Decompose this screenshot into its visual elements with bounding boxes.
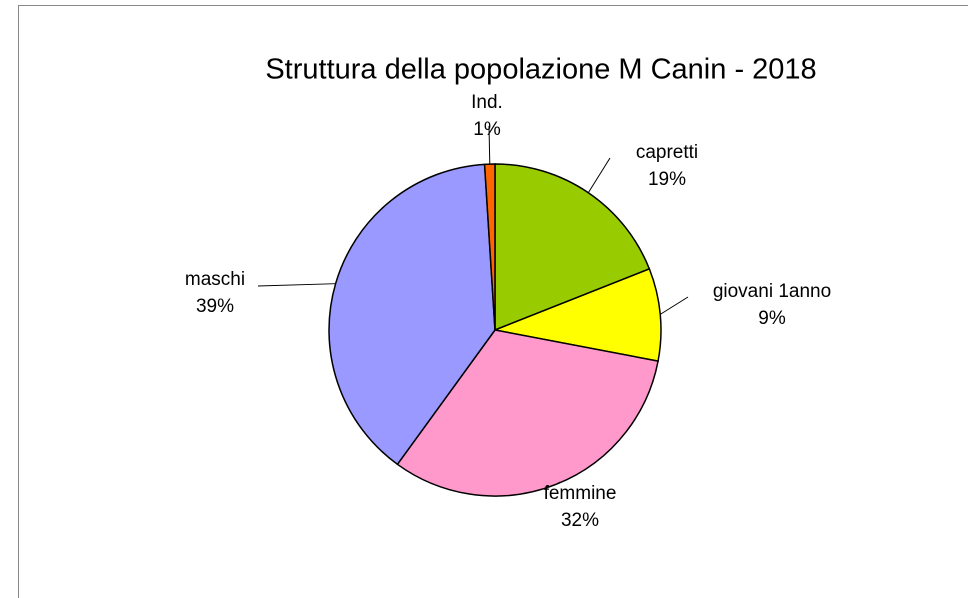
slice-label: femmine [544, 483, 617, 504]
slice-value-label: 19% [648, 169, 686, 190]
slice-label: capretti [636, 142, 698, 163]
slice-value-label: 1% [473, 119, 501, 140]
pie-slice [494, 163, 651, 332]
leader-line [488, 125, 491, 165]
pie-slice [483, 163, 496, 331]
slice-value-label: 32% [561, 510, 599, 531]
chart-title: Struttura della popolazione M Canin - 20… [265, 54, 816, 86]
slice-label: maschi [185, 269, 245, 290]
pie-slice [328, 163, 496, 466]
slice-label: Ind. [471, 92, 503, 113]
slice-value-label: 39% [196, 296, 234, 317]
leader-line [257, 283, 336, 287]
leader-line [587, 157, 611, 193]
leader-line [659, 296, 689, 315]
pie-slice [492, 267, 662, 362]
slice-value-label: 9% [758, 308, 786, 329]
leader-line [555, 481, 561, 485]
slice-label: giovani 1anno [713, 281, 831, 302]
